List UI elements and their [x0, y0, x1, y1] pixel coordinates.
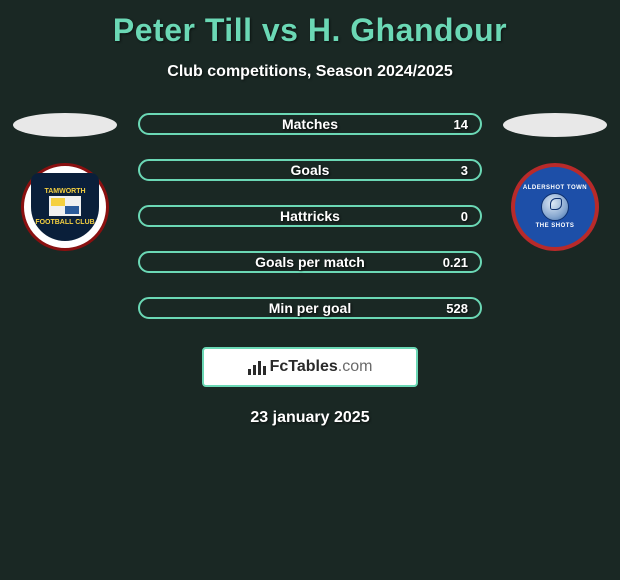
right-team-badge: ALDERSHOT TOWN THE SHOTS [511, 163, 599, 251]
left-badge-inner: TAMWORTH FOOTBALL CLUB [31, 173, 99, 241]
stat-bar-value: 0 [461, 209, 468, 224]
left-badge-top-text: TAMWORTH [44, 188, 85, 195]
stat-bar-value: 3 [461, 163, 468, 178]
comparison-content: TAMWORTH FOOTBALL CLUB Matches 14 Goals 3 Ha… [0, 113, 620, 319]
date-text: 23 january 2025 [0, 409, 620, 427]
right-badge-ball-icon [541, 193, 569, 221]
stat-bar-label: Goals [291, 162, 330, 178]
stat-bar: Min per goal 528 [138, 297, 482, 319]
page-title: Peter Till vs H. Ghandour [0, 0, 620, 49]
stat-bar: Goals 3 [138, 159, 482, 181]
brand-icon-bar [248, 369, 251, 375]
right-badge-top-text: ALDERSHOT TOWN [523, 185, 587, 191]
brand-suffix: .com [338, 358, 373, 375]
stat-bar: Goals per match 0.21 [138, 251, 482, 273]
stat-bar-label: Min per goal [269, 300, 351, 316]
left-team-badge: TAMWORTH FOOTBALL CLUB [21, 163, 109, 251]
stat-bar-value: 528 [446, 301, 468, 316]
brand-bars-icon [248, 359, 266, 375]
brand-text: FcTables.com [270, 358, 373, 376]
left-ellipse [13, 113, 117, 137]
right-badge-inner: ALDERSHOT TOWN THE SHOTS [525, 177, 585, 237]
right-side: ALDERSHOT TOWN THE SHOTS [500, 113, 610, 251]
left-badge-bottom-text: FOOTBALL CLUB [35, 219, 94, 226]
right-badge-bottom-text: THE SHOTS [536, 223, 575, 229]
brand-box: FcTables.com [202, 347, 418, 387]
stat-bars: Matches 14 Goals 3 Hattricks 0 Goals per match… [138, 113, 482, 319]
stat-bar: Matches 14 [138, 113, 482, 135]
left-side: TAMWORTH FOOTBALL CLUB [10, 113, 120, 251]
brand-name: FcTables [270, 358, 338, 375]
brand-icon-bar [253, 365, 256, 375]
stat-bar-value: 0.21 [443, 255, 468, 270]
stat-bar-label: Matches [282, 116, 338, 132]
right-ellipse [503, 113, 607, 137]
stat-bar-value: 14 [454, 117, 468, 132]
stat-bar-label: Hattricks [280, 208, 340, 224]
subtitle: Club competitions, Season 2024/2025 [0, 63, 620, 81]
brand-icon-bar [258, 361, 261, 375]
left-badge-shield [48, 195, 82, 217]
stat-bar-label: Goals per match [255, 254, 365, 270]
brand-icon-bar [263, 366, 266, 375]
stat-bar: Hattricks 0 [138, 205, 482, 227]
